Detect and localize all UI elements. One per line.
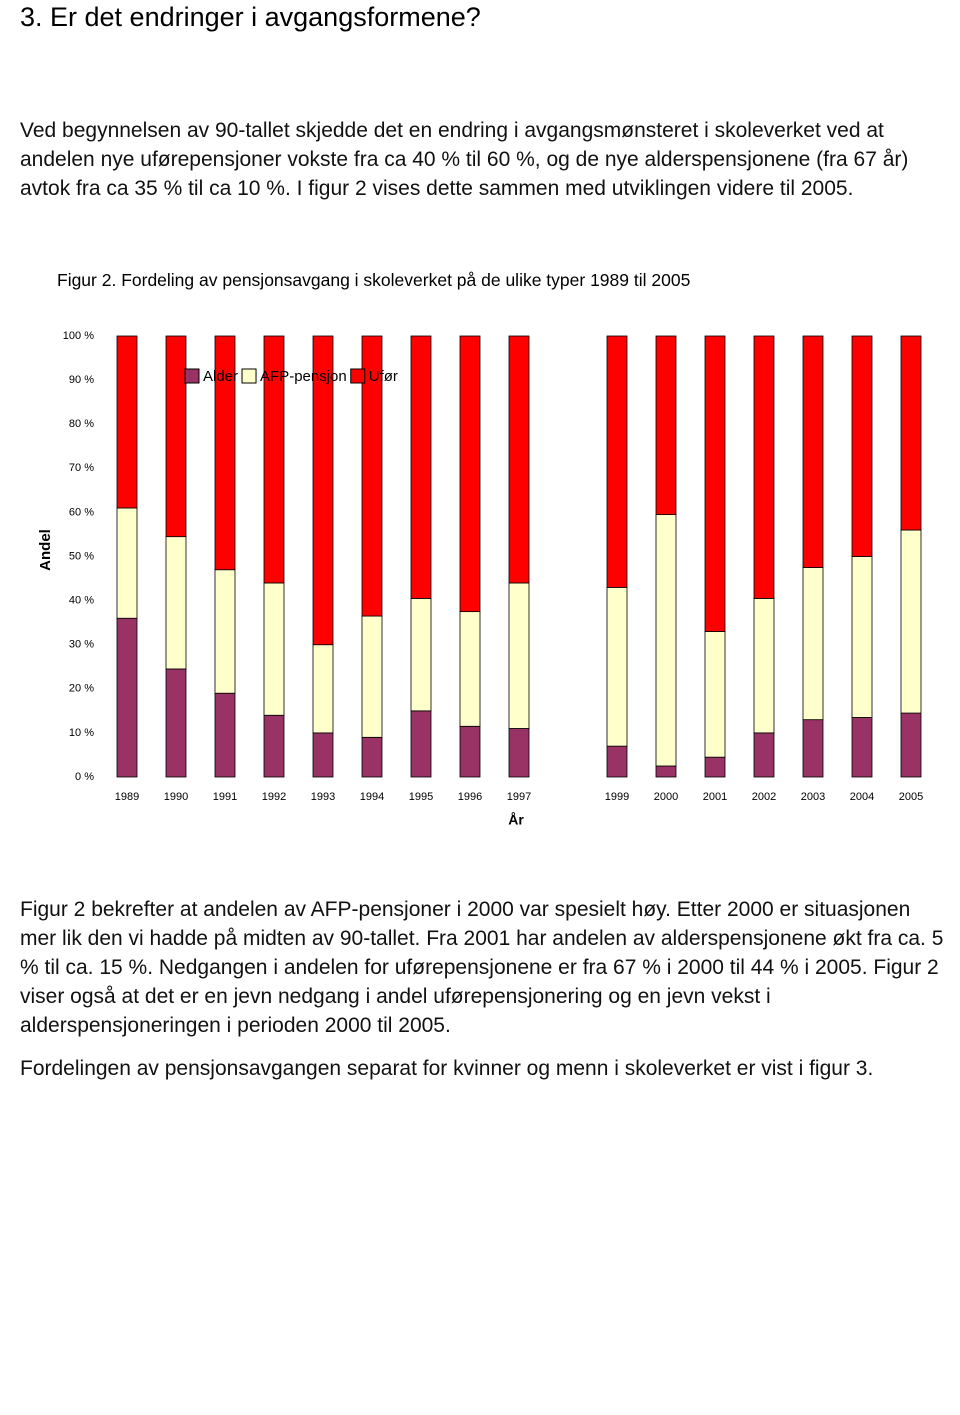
x-tick-label: 1990 (164, 791, 188, 803)
bar-segment (459, 611, 481, 727)
bar-segment (165, 335, 187, 538)
x-tick-label: 1999 (605, 791, 629, 803)
bar-segment (508, 728, 530, 778)
bar-segment (116, 617, 138, 778)
x-tick-label: 1993 (311, 791, 335, 803)
bar-segment (606, 335, 628, 588)
y-tick-label: 30 % (69, 639, 94, 651)
x-axis-label: År (508, 812, 524, 828)
y-tick-label: 90 % (69, 374, 94, 386)
bar-segment (753, 597, 775, 734)
bar-segment (214, 335, 236, 571)
bar-segment (312, 644, 334, 734)
bar-segment (900, 335, 922, 531)
x-tick-label: 1995 (409, 791, 433, 803)
y-tick-label: 20 % (69, 683, 94, 695)
bar-segment (704, 335, 726, 632)
y-axis-label: Andel (37, 529, 54, 571)
legend-label: AFP-pensjon (260, 368, 347, 385)
paragraph: Ved begynnelsen av 90-tallet skjedde det… (20, 119, 909, 200)
bar-segment (704, 631, 726, 758)
chart-title: Figur 2. Fordeling av pensjonsavgang i s… (57, 270, 691, 290)
bar-segment (263, 714, 285, 778)
legend-swatch (184, 368, 200, 384)
x-tick-label: 1996 (458, 791, 482, 803)
x-tick-label: 2004 (850, 791, 874, 803)
bar-segment (655, 514, 677, 767)
y-tick-label: 80 % (69, 418, 94, 430)
bar-segment (263, 335, 285, 584)
paragraph: Figur 2 bekrefter at andelen av AFP-pens… (20, 898, 944, 1037)
x-tick-label: 2003 (801, 791, 825, 803)
bar-segment (312, 335, 334, 646)
bar-segment (214, 692, 236, 778)
bar-segment (214, 569, 236, 694)
x-tick-label: 2001 (703, 791, 727, 803)
y-tick-label: 10 % (69, 727, 94, 739)
y-tick-label: 70 % (69, 462, 94, 474)
bar-segment (410, 335, 432, 599)
x-tick-label: 2002 (752, 791, 776, 803)
x-tick-label: 1991 (213, 791, 237, 803)
bar-segment (851, 717, 873, 778)
x-tick-label: 2000 (654, 791, 678, 803)
bar-segment (900, 712, 922, 778)
bar-segment (116, 335, 138, 509)
legend-swatch (350, 368, 366, 384)
legend-label: Alder (203, 368, 238, 385)
bar-segment (606, 586, 628, 747)
y-tick-label: 100 % (63, 330, 94, 342)
bar-segment (361, 615, 383, 738)
bar-segment (606, 745, 628, 778)
bar-segment (802, 335, 824, 568)
bar-segment (900, 529, 922, 714)
x-tick-label: 1992 (262, 791, 286, 803)
bar-segment (263, 582, 285, 716)
legend-swatch (241, 368, 257, 384)
bar-segment (802, 719, 824, 778)
x-tick-label: 1989 (115, 791, 139, 803)
bar-segment (508, 582, 530, 729)
bar-segment (802, 567, 824, 721)
heading: 3. Er det endringer i avgangsformene? (20, 2, 481, 32)
bar-segment (704, 756, 726, 778)
bar-segment (361, 736, 383, 778)
bar-segment (165, 668, 187, 778)
x-tick-label: 2005 (899, 791, 923, 803)
y-tick-label: 40 % (69, 595, 94, 607)
bar-segment (851, 556, 873, 718)
bar-segment (312, 732, 334, 778)
y-tick-label: 50 % (69, 550, 94, 562)
bar-segment (655, 765, 677, 778)
paragraph: Fordelingen av pensjonsavgangen separat … (20, 1057, 874, 1080)
y-tick-label: 0 % (75, 771, 94, 783)
bar-segment (508, 335, 530, 584)
bar-segment (655, 335, 677, 516)
bar-segment (361, 335, 383, 617)
bar-segment (459, 725, 481, 778)
bar-segment (753, 732, 775, 778)
bar-segment (116, 507, 138, 619)
bar-segment (410, 597, 432, 712)
y-tick-label: 60 % (69, 506, 94, 518)
bar-segment (410, 710, 432, 778)
bar-segment (851, 335, 873, 557)
bar-segment (459, 335, 481, 613)
bar-segment (165, 536, 187, 670)
x-tick-label: 1997 (507, 791, 531, 803)
legend-label: Ufør (369, 368, 398, 385)
chart: År Andel 0 % 10 % 20 % 30 % 40 % 50 % 60 % 70 %… (37, 330, 923, 828)
bar-segment (753, 335, 775, 599)
x-tick-label: 1994 (360, 791, 384, 803)
